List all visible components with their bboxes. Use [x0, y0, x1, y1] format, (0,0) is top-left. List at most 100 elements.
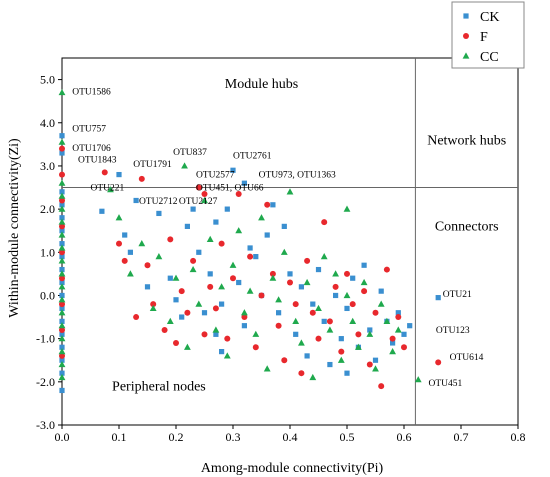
data-point-cc — [258, 214, 265, 221]
data-point-ck — [144, 284, 151, 290]
data-point-cc — [172, 274, 180, 281]
data-point-cc — [223, 352, 231, 359]
data-point-f — [138, 175, 145, 182]
data-point-ck — [99, 208, 105, 214]
y-tick-label: -2.0 — [36, 375, 55, 389]
data-point-cc — [206, 235, 214, 242]
region-label: Connectors — [435, 220, 499, 235]
data-point-ck — [59, 189, 65, 195]
data-point-f — [59, 197, 65, 204]
data-point-ck — [59, 215, 65, 221]
data-point-f — [389, 335, 396, 342]
otu-label: OTU1586 — [72, 88, 111, 98]
otu-label: OTU2577 — [196, 171, 235, 181]
otu-label: OTU1706 — [72, 144, 111, 154]
data-point-ck — [276, 310, 282, 316]
data-point-ck — [224, 206, 230, 212]
data-point-cc — [366, 330, 374, 337]
data-point-ck — [59, 202, 65, 208]
data-point-f — [235, 191, 242, 198]
data-point-cc — [58, 296, 66, 303]
data-point-cc — [337, 356, 345, 363]
data-point-f — [116, 240, 122, 247]
data-point-f — [383, 266, 390, 273]
plot-frame — [61, 57, 519, 426]
data-point-ck — [59, 254, 65, 260]
data-point-cc — [58, 218, 66, 225]
data-point-cc — [184, 343, 191, 350]
otu-label: OTU451, OTU66 — [196, 184, 264, 194]
data-point-cc — [115, 214, 123, 221]
data-point-cc — [298, 339, 305, 346]
data-point-cc — [149, 304, 157, 312]
data-point-ck — [59, 150, 65, 156]
data-point-ck — [219, 301, 225, 307]
legend-label: CC — [480, 50, 499, 65]
data-point-cc — [58, 322, 66, 329]
data-point-f — [207, 283, 214, 290]
data-point-ck — [156, 210, 162, 217]
data-point-f — [326, 318, 333, 325]
data-point-f — [184, 309, 191, 316]
y-tick-label: -1.0 — [36, 332, 55, 346]
data-point-ck — [327, 361, 333, 368]
data-point-ck — [236, 279, 242, 286]
data-point-f — [435, 359, 442, 366]
data-point-cc — [58, 179, 66, 186]
data-point-cc — [58, 257, 66, 264]
y-tick-label: -3.0 — [36, 418, 55, 432]
data-point-cc — [355, 343, 362, 350]
x-tick-label: 0.6 — [397, 430, 412, 444]
series-ck — [59, 133, 441, 394]
data-point-ck — [184, 223, 190, 229]
data-point-f — [59, 327, 65, 334]
data-point-f — [378, 383, 385, 390]
data-point-ck — [321, 318, 327, 324]
data-point-cc — [383, 317, 391, 324]
data-point-f — [59, 145, 65, 152]
data-point-cc — [195, 300, 203, 307]
data-point-cc — [292, 317, 300, 324]
y-axis-title: Within-module connectivity(Zi) — [7, 138, 22, 318]
data-point-cc — [275, 296, 282, 303]
data-point-cc — [58, 270, 66, 277]
data-point-cc — [349, 317, 357, 324]
data-point-f — [264, 201, 271, 208]
data-point-ck — [401, 331, 407, 337]
data-point-f — [59, 249, 65, 256]
data-point-ck — [122, 232, 128, 238]
data-point-ck — [435, 295, 441, 301]
region-label: Network hubs — [427, 133, 506, 148]
data-point-ck — [59, 370, 65, 376]
data-point-f — [178, 288, 185, 295]
data-point-ck — [241, 323, 247, 329]
data-point-ck — [390, 340, 396, 346]
x-tick-label: 0.3 — [226, 430, 241, 444]
otu-label: OTU21 — [443, 290, 472, 300]
data-point-cc — [326, 326, 334, 333]
data-point-ck — [59, 318, 65, 324]
data-point-ck — [344, 305, 350, 312]
data-point-f — [338, 348, 345, 355]
otu-label: OTU123 — [436, 326, 470, 336]
data-point-f — [59, 275, 65, 282]
data-point-ck — [127, 249, 133, 255]
otu-label: OTU973, OTU1363 — [259, 171, 336, 181]
data-point-cc — [127, 270, 134, 277]
data-point-f — [269, 270, 276, 277]
data-point-cc — [58, 309, 66, 316]
data-point-ck — [219, 349, 225, 355]
data-point-ck — [59, 344, 65, 350]
data-point-f — [161, 327, 168, 334]
data-point-ck — [338, 336, 344, 342]
data-point-cc — [58, 231, 66, 238]
data-point-cc — [138, 240, 146, 247]
data-point-ck — [333, 292, 339, 299]
data-point-cc — [58, 283, 66, 290]
data-point-ck — [213, 331, 219, 337]
data-point-ck — [361, 262, 367, 268]
data-point-f — [247, 253, 254, 260]
data-point-f — [304, 257, 311, 264]
